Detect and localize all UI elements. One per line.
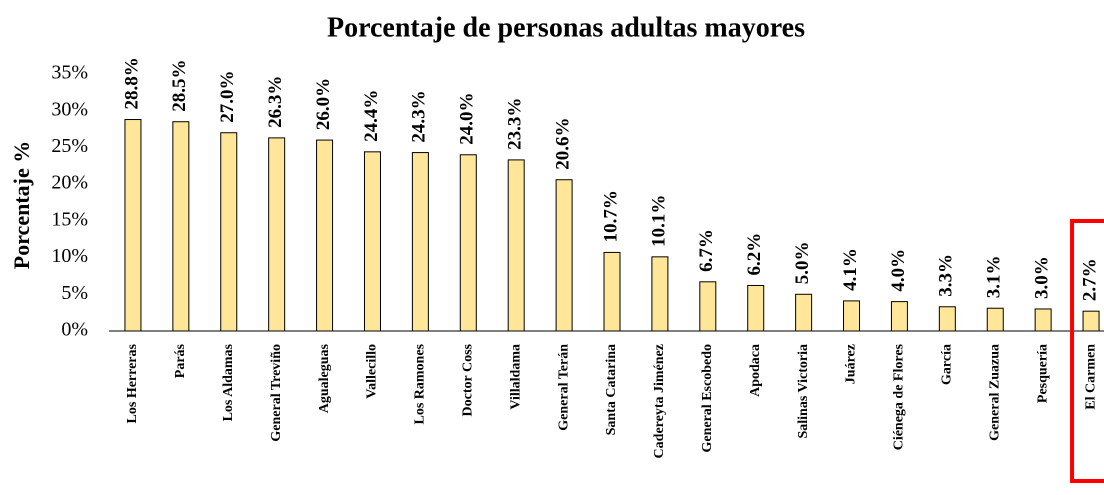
bar [603,251,621,332]
bar [938,306,956,332]
x-tick-label: Salinas Victoria [796,344,811,439]
bar [986,307,1004,332]
x-tick-label: El Carmen [1083,344,1098,410]
value-label: 10.1% [648,195,669,247]
bar [124,119,142,332]
x-tick-label: Apodaca [748,344,763,397]
bar [316,139,334,332]
y-tick-label: 10% [51,245,88,267]
y-tick-label: 15% [51,208,88,230]
bar [890,301,908,332]
x-tick-label: García [940,344,955,385]
value-label: 3.0% [1032,256,1053,299]
x-tick-label: General Treviño [269,344,284,442]
highlight-box [1070,219,1104,483]
x-tick-label: General Escobedo [700,344,715,453]
y-tick-label: 30% [51,98,88,120]
bar [699,281,717,332]
value-label: 20.6% [552,117,573,169]
bar [459,154,477,332]
value-label: 10.7% [600,190,621,242]
x-tick-label: Los Herreras [125,343,140,423]
x-tick-label: Santa Catarina [604,344,619,435]
value-label: 24.3% [409,90,430,142]
value-label: 6.7% [696,229,717,272]
x-tick-label: General Zuazua [987,344,1002,441]
x-tick-label: Parás [173,343,188,378]
value-label: 26.3% [265,76,286,128]
bar [1082,310,1100,332]
value-label: 6.2% [744,233,765,276]
x-tick-label: Cadereyta Jiménez [652,344,667,458]
value-label: 23.3% [505,98,526,150]
x-tick-label: Villaldama [508,344,523,410]
value-label: 24.0% [457,93,478,145]
x-tick-label: General Terán [556,344,571,431]
x-tick-label: Ciénega de Flores [892,343,907,450]
bar [843,300,861,332]
value-label: 3.1% [984,255,1005,298]
value-label: 24.4% [361,90,382,142]
value-label: 5.0% [792,242,813,285]
y-tick-label: 25% [51,135,88,157]
value-label: 3.3% [936,254,957,297]
bar [363,151,381,332]
value-label: 26.0% [313,78,334,130]
y-axis-label: Porcentaje % [9,141,34,270]
chart-title: Porcentaje de personas adultas mayores [327,12,805,43]
bar [555,179,573,332]
value-label: 27.0% [217,70,238,122]
bar [747,284,765,332]
x-tick-label: Juárez [844,344,859,384]
value-label: 4.0% [888,249,909,292]
x-tick-label: Los Aldamas [221,343,236,421]
y-tick-label: 35% [51,62,88,84]
value-label: 2.7% [1079,258,1100,301]
x-tick-label: Agualeguas [317,343,332,413]
y-tick-label: 0% [61,319,88,341]
bar [651,256,669,332]
y-tick-label: 20% [51,172,88,194]
value-label: 4.1% [840,248,861,291]
x-tick-label: Los Ramones [413,343,428,424]
bar [268,137,286,332]
bar [411,152,429,332]
x-tick-label: Vallecillo [365,344,380,399]
value-label: 28.8% [121,57,142,109]
bar [172,121,190,332]
bar [1034,308,1052,332]
value-label: 28.5% [169,59,190,111]
y-tick-label: 5% [61,282,88,304]
bar [507,159,525,332]
bar [220,132,238,332]
x-tick-label: Doctor Coss [461,343,476,416]
bar [795,293,813,332]
x-tick-label: Pesquería [1035,344,1050,403]
